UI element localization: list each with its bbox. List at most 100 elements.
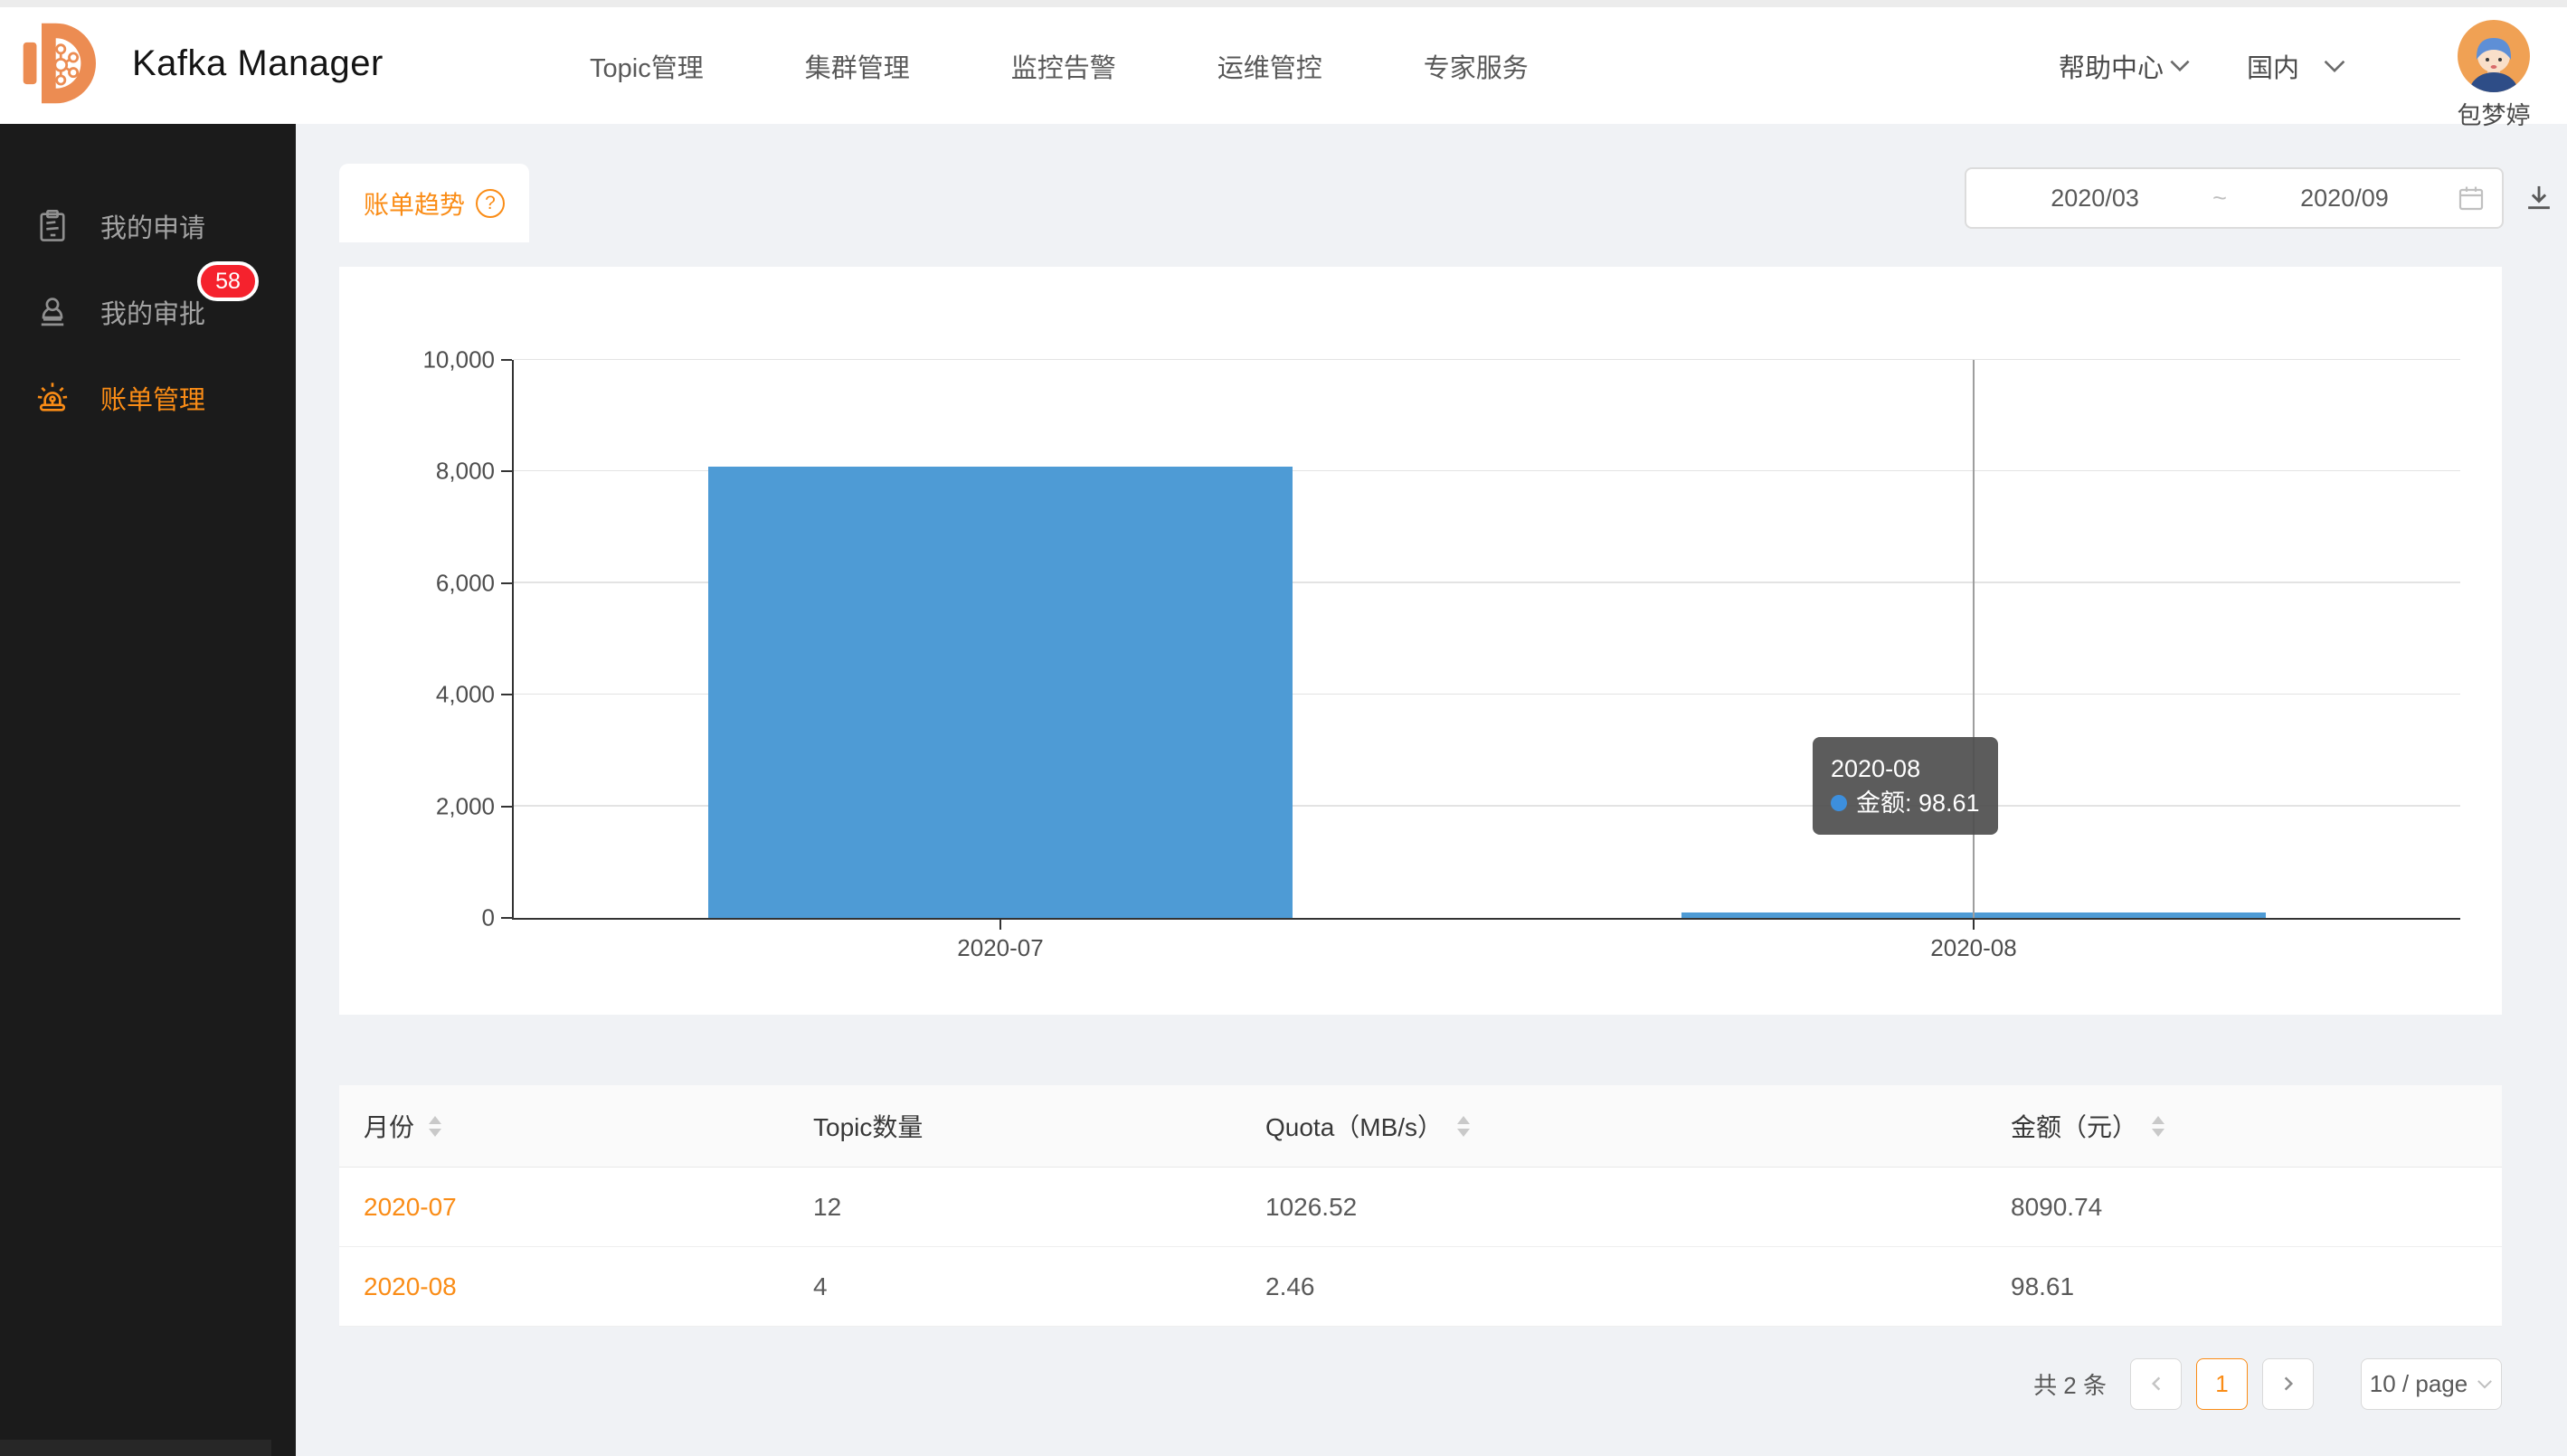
table-header-row: 月份 Topic数量 Quota（MB/s） 金额（元） bbox=[339, 1085, 2502, 1168]
chevron-down-icon bbox=[2323, 59, 2346, 73]
column-header-month[interactable]: 月份 bbox=[339, 1108, 789, 1144]
chevron-right-icon bbox=[2279, 1374, 2297, 1394]
y-axis-label: 0 bbox=[481, 903, 495, 931]
y-axis-tick bbox=[501, 470, 512, 473]
browser-edge-strip bbox=[0, 0, 2567, 7]
sidebar-item-label: 账单管理 bbox=[100, 385, 206, 415]
nav-topic-management[interactable]: Topic管理 bbox=[590, 53, 704, 83]
sidebar-item-label: 我的审批 bbox=[100, 299, 206, 329]
calendar-icon bbox=[2457, 184, 2486, 213]
billing-table: 月份 Topic数量 Quota（MB/s） 金额（元） 2020-07 12 … bbox=[339, 1085, 2502, 1327]
date-end-value[interactable]: 2020/09 bbox=[2300, 184, 2389, 212]
table-row: 2020-08 4 2.46 98.61 bbox=[339, 1247, 2502, 1327]
amount-cell: 8090.74 bbox=[2011, 1192, 2103, 1221]
date-range-separator: ~ bbox=[2212, 184, 2227, 212]
avatar bbox=[2458, 20, 2530, 92]
sidebar: 我的申请 我的审批 58 bbox=[0, 124, 296, 1456]
y-axis-label: 10,000 bbox=[422, 345, 495, 373]
topic-count-cell: 12 bbox=[813, 1192, 842, 1221]
sort-icon[interactable] bbox=[2152, 1115, 2165, 1137]
quota-cell: 2.46 bbox=[1265, 1272, 1315, 1300]
quota-cell: 1026.52 bbox=[1265, 1192, 1358, 1221]
series-dot-icon bbox=[1831, 795, 1847, 811]
bar-2020-07[interactable] bbox=[708, 466, 1293, 918]
nav-expert-services[interactable]: 专家服务 bbox=[1423, 53, 1529, 83]
y-axis-label: 2,000 bbox=[435, 792, 495, 820]
user-name: 包梦婷 bbox=[2457, 102, 2531, 129]
chevron-down-icon bbox=[2477, 1379, 2493, 1389]
topbar-right: 帮助中心 国内 bbox=[2059, 7, 2567, 129]
gridline bbox=[514, 469, 2460, 472]
column-header-quota[interactable]: Quota（MB/s） bbox=[1241, 1108, 1986, 1144]
app-logo-icon bbox=[20, 20, 107, 107]
clipboard-icon bbox=[34, 208, 71, 244]
total-count-label: 共 2 条 bbox=[2033, 1371, 2107, 1399]
page-1-button[interactable]: 1 bbox=[2196, 1357, 2248, 1410]
chevron-left-icon bbox=[2147, 1374, 2165, 1394]
nav-monitoring-alerts[interactable]: 监控告警 bbox=[1010, 53, 1116, 83]
tooltip-category: 2020-08 bbox=[1831, 755, 1921, 782]
y-axis-label: 8,000 bbox=[435, 457, 495, 485]
column-header-amount[interactable]: 金额（元） bbox=[1986, 1108, 2502, 1144]
x-axis-line bbox=[512, 918, 2460, 920]
user-menu[interactable]: 包梦婷 bbox=[2426, 0, 2562, 131]
sidebar-item-billing-management[interactable]: 账单管理 bbox=[0, 355, 296, 440]
chevron-down-icon bbox=[2169, 59, 2191, 72]
sort-icon[interactable] bbox=[1457, 1115, 1471, 1137]
month-link[interactable]: 2020-07 bbox=[364, 1192, 457, 1221]
download-icon[interactable] bbox=[2522, 181, 2556, 215]
month-link[interactable]: 2020-08 bbox=[364, 1272, 457, 1300]
x-axis-label: 2020-08 bbox=[1930, 934, 2017, 961]
nav-ops-control[interactable]: 运维管控 bbox=[1217, 53, 1322, 83]
date-range-picker[interactable]: 2020/03 ~ 2020/09 bbox=[1965, 167, 2504, 229]
y-axis-line bbox=[512, 360, 514, 920]
approvals-count-badge: 58 bbox=[197, 261, 259, 301]
gridline bbox=[514, 693, 2460, 695]
stamp-icon bbox=[34, 294, 71, 330]
column-header-topic-count: Topic数量 bbox=[813, 1113, 924, 1141]
chart-plot[interactable]: 2020-08 金额: 98.61 2020-07 2020-08 bbox=[501, 358, 2460, 961]
x-axis-tick bbox=[1973, 920, 1975, 930]
topic-count-cell: 4 bbox=[813, 1272, 828, 1300]
y-axis-tick bbox=[501, 581, 512, 584]
billing-trend-chart-card: 0 2,000 4,000 6,000 8,000 10,000 2020-08 金额: … bbox=[339, 267, 2502, 1015]
prev-page-button[interactable] bbox=[2130, 1357, 2182, 1410]
nav-cluster-management[interactable]: 集群管理 bbox=[804, 53, 910, 83]
help-center-dropdown[interactable]: 帮助中心 bbox=[2059, 47, 2191, 85]
sort-icon[interactable] bbox=[429, 1115, 442, 1137]
amount-cell: 98.61 bbox=[2011, 1272, 2075, 1300]
sidebar-item-my-applications[interactable]: 我的申请 bbox=[0, 183, 296, 269]
tooltip-crosshair-line bbox=[1973, 360, 1975, 918]
pagination: 共 2 条 1 10 / page bbox=[2033, 1355, 2502, 1413]
y-axis-tick bbox=[501, 917, 512, 919]
x-axis-tick bbox=[999, 920, 1001, 930]
main-nav: Topic管理 集群管理 监控告警 运维管控 专家服务 bbox=[590, 7, 1529, 124]
page-size-select[interactable]: 10 / page bbox=[2361, 1357, 2502, 1410]
question-circle-icon[interactable]: ? bbox=[476, 188, 505, 218]
y-axis-label: 6,000 bbox=[435, 569, 495, 597]
topbar: Kafka Manager Topic管理 集群管理 监控告警 运维管控 专家服… bbox=[0, 7, 2567, 129]
gridline bbox=[514, 581, 2460, 583]
table-row: 2020-07 12 1026.52 8090.74 bbox=[339, 1168, 2502, 1247]
sidebar-item-my-approvals[interactable]: 我的审批 58 bbox=[0, 261, 296, 355]
y-axis-label: 4,000 bbox=[435, 680, 495, 708]
gridline bbox=[514, 805, 2460, 807]
gridline bbox=[514, 358, 2460, 360]
y-axis-tick bbox=[501, 359, 512, 361]
tooltip-value: 金额: 98.61 bbox=[1856, 789, 1980, 817]
tab-billing-trend[interactable]: 账单趋势 ? bbox=[339, 164, 529, 242]
date-start-value[interactable]: 2020/03 bbox=[2051, 184, 2139, 212]
siren-icon bbox=[34, 380, 71, 416]
y-axis-tick bbox=[501, 805, 512, 808]
sidebar-item-label: 我的申请 bbox=[100, 213, 206, 243]
brand[interactable]: Kafka Manager bbox=[20, 20, 384, 107]
x-axis-label: 2020-07 bbox=[957, 934, 1044, 961]
sidebar-scrollbar[interactable] bbox=[0, 1440, 271, 1456]
chart-y-labels: 0 2,000 4,000 6,000 8,000 10,000 bbox=[339, 346, 495, 931]
chart-tooltip: 2020-08 金额: 98.61 bbox=[1813, 737, 1998, 835]
region-dropdown[interactable]: 国内 bbox=[2247, 47, 2346, 85]
app-title: Kafka Manager bbox=[132, 43, 384, 83]
next-page-button[interactable] bbox=[2262, 1357, 2314, 1410]
y-axis-tick bbox=[501, 694, 512, 696]
